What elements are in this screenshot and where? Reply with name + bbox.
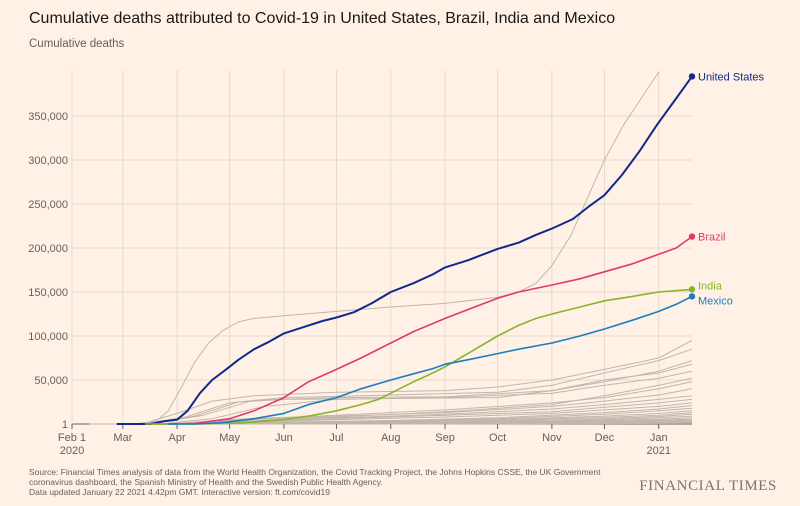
chart-title: Cumulative deaths attributed to Covid-19… bbox=[29, 10, 616, 27]
background-country-line bbox=[103, 381, 693, 425]
x-tick-label: Oct bbox=[489, 432, 506, 444]
series-end-marker bbox=[688, 286, 696, 293]
x-tick-label: Dec bbox=[595, 432, 615, 444]
chart-subtitle: Cumulative deaths bbox=[29, 38, 125, 50]
series-end-marker bbox=[688, 293, 696, 300]
series-label: Mexico bbox=[698, 295, 733, 307]
series-end-marker bbox=[688, 233, 696, 240]
x-tick-label: May bbox=[219, 432, 240, 444]
background-country-line bbox=[100, 72, 661, 425]
x-tick-label: Aug bbox=[381, 432, 401, 444]
series-label: India bbox=[698, 280, 723, 292]
background-country-line bbox=[89, 339, 693, 425]
series-label: Brazil bbox=[698, 232, 726, 244]
x-tick-sublabel: 2021 bbox=[646, 445, 670, 457]
x-tick-label: Jun bbox=[275, 432, 293, 444]
series-line bbox=[167, 295, 693, 425]
y-tick-label: 150,000 bbox=[28, 287, 68, 299]
updated-text: Data updated January 22 2021 4.42pm GMT.… bbox=[29, 487, 330, 498]
background-country-line bbox=[89, 348, 693, 425]
series-line bbox=[153, 235, 693, 425]
series-line bbox=[116, 75, 693, 425]
x-tick-label: Apr bbox=[169, 432, 186, 444]
x-tick-label: Jan bbox=[650, 432, 668, 444]
x-tick-label: Sep bbox=[435, 432, 455, 444]
y-tick-label: 100,000 bbox=[28, 331, 68, 343]
y-tick-label: 200,000 bbox=[28, 243, 68, 255]
source-note: Source: Financial Times analysis of data… bbox=[29, 467, 639, 498]
axes: 150,000100,000150,000200,000250,000300,0… bbox=[28, 111, 671, 457]
highlighted-series: United States Brazil India Mexico bbox=[116, 71, 765, 425]
x-tick-sublabel: 2020 bbox=[60, 445, 84, 457]
gridlines bbox=[71, 70, 692, 425]
y-tick-label: 350,000 bbox=[28, 111, 68, 123]
y-tick-label: 1 bbox=[62, 419, 68, 431]
background-country-line bbox=[159, 422, 693, 425]
background-country-lines bbox=[89, 72, 693, 425]
y-tick-label: 300,000 bbox=[28, 155, 68, 167]
background-country-line bbox=[98, 370, 693, 425]
y-tick-label: 50,000 bbox=[34, 375, 68, 387]
ft-logo: FINANCIAL TIMES bbox=[639, 478, 777, 494]
series-label: United States bbox=[698, 71, 765, 83]
y-tick-label: 250,000 bbox=[28, 199, 68, 211]
series-end-marker bbox=[688, 73, 696, 80]
series-line bbox=[144, 288, 693, 425]
x-tick-label: Mar bbox=[113, 432, 132, 444]
x-tick-label: Jul bbox=[329, 432, 343, 444]
source-text: Source: Financial Times analysis of data… bbox=[29, 467, 601, 488]
x-tick-label: Feb 1 bbox=[58, 432, 86, 444]
x-tick-label: Nov bbox=[542, 432, 562, 444]
